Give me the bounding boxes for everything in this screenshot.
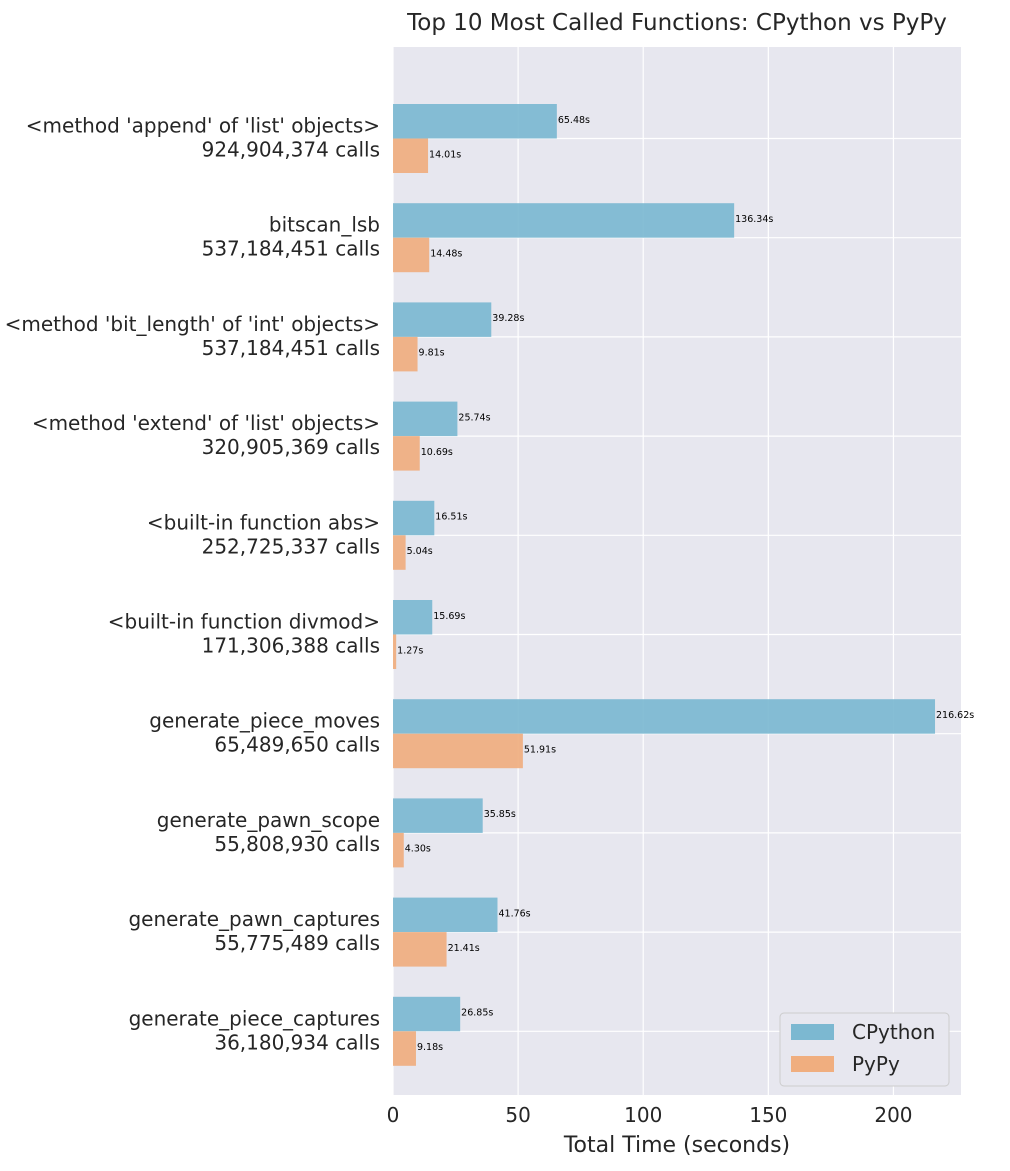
y-tick-label: generate_pawn_captures xyxy=(128,907,380,931)
y-tick-label: <built-in function abs> xyxy=(147,510,380,534)
y-tick-calls-label: 320,905,369 calls xyxy=(202,435,380,459)
cpython-bar xyxy=(393,401,458,437)
cpython-value-label: 16.51s xyxy=(435,512,467,523)
x-tick-label: 200 xyxy=(874,1103,912,1127)
y-tick-label: <method 'extend' of 'list' objects> xyxy=(32,411,380,435)
x-tick-label: 150 xyxy=(749,1103,787,1127)
cpython-value-label: 41.76s xyxy=(498,908,530,919)
cpython-bar xyxy=(393,897,498,933)
cpython-value-label: 15.69s xyxy=(433,611,465,622)
legend-label: CPython xyxy=(852,1020,935,1044)
y-tick-calls-label: 537,184,451 calls xyxy=(202,336,380,360)
pypy-bar xyxy=(393,733,523,769)
pypy-value-label: 4.30s xyxy=(405,844,431,855)
x-tick-labels: 0 50 100 150 200 xyxy=(387,1103,913,1127)
y-tick-calls-label: 55,775,489 calls xyxy=(214,931,380,955)
pypy-value-label: 10.69s xyxy=(421,447,453,458)
cpython-value-label: 26.85s xyxy=(461,1008,493,1019)
pypy-bar xyxy=(393,634,397,669)
pypy-bar xyxy=(393,832,404,868)
cpython-bar xyxy=(393,996,461,1032)
pypy-bar xyxy=(393,237,430,273)
y-tick-label: generate_pawn_scope xyxy=(157,808,380,832)
legend-label: PyPy xyxy=(852,1052,900,1076)
pypy-value-label: 5.04s xyxy=(407,546,433,557)
cpython-bar xyxy=(393,500,435,536)
cpython-value-label: 216.62s xyxy=(936,710,974,721)
chart-title: Top 10 Most Called Functions: CPython vs… xyxy=(406,10,947,36)
y-tick-calls-label: 36,180,934 calls xyxy=(214,1030,380,1054)
x-tick-label: 50 xyxy=(505,1103,530,1127)
cpython-value-label: 136.34s xyxy=(735,214,773,225)
y-tick-label: bitscan_lsb xyxy=(269,213,380,237)
legend-swatch xyxy=(791,1056,834,1072)
x-axis-label: Total Time (seconds) xyxy=(563,1133,790,1158)
y-tick-calls-label: 55,808,930 calls xyxy=(214,832,380,856)
y-tick-calls-label: 537,184,451 calls xyxy=(202,237,380,261)
pypy-value-label: 1.27s xyxy=(397,645,423,656)
legend-swatch xyxy=(791,1024,834,1040)
pypy-bar xyxy=(393,1031,416,1066)
pypy-value-label: 51.91s xyxy=(524,744,556,755)
legend: CPython PyPy xyxy=(779,1012,950,1087)
cpython-bar xyxy=(393,104,557,139)
y-tick-calls-label: 65,489,650 calls xyxy=(214,733,380,757)
cpython-value-label: 65.48s xyxy=(558,115,590,126)
y-tick-labels: <method 'append' of 'list' objects>924,9… xyxy=(5,114,380,1055)
y-tick-label: <method 'append' of 'list' objects> xyxy=(26,114,380,138)
pypy-value-label: 21.41s xyxy=(448,943,480,954)
y-tick-calls-label: 252,725,337 calls xyxy=(202,534,380,558)
y-tick-calls-label: 171,306,388 calls xyxy=(202,634,380,658)
y-tick-label: <method 'bit_length' of 'int' objects> xyxy=(5,312,380,336)
y-tick-label: generate_piece_captures xyxy=(129,1006,380,1030)
pypy-bar xyxy=(393,138,429,173)
pypy-bar xyxy=(393,336,418,372)
cpython-bar xyxy=(393,798,483,833)
bars xyxy=(393,104,936,1066)
pypy-value-label: 14.48s xyxy=(430,248,462,259)
pypy-bar xyxy=(393,535,406,570)
x-tick-label: 0 xyxy=(387,1103,400,1127)
pypy-value-label: 9.18s xyxy=(417,1042,443,1053)
cpython-value-label: 35.85s xyxy=(484,809,516,820)
y-tick-calls-label: 924,904,374 calls xyxy=(202,138,380,162)
x-tick-label: 100 xyxy=(624,1103,662,1127)
y-tick-label: <built-in function divmod> xyxy=(108,610,380,634)
cpython-value-label: 25.74s xyxy=(458,412,490,423)
pypy-value-label: 9.81s xyxy=(419,348,445,359)
pypy-bar xyxy=(393,436,420,471)
cpython-bar xyxy=(393,203,735,238)
pypy-bar xyxy=(393,932,447,967)
cpython-bar xyxy=(393,600,433,635)
cpython-bar xyxy=(393,699,936,734)
y-tick-label: generate_piece_moves xyxy=(149,709,380,733)
cpython-bar xyxy=(393,302,492,337)
data-labels: 65.48s 14.01s 136.34s 14.48s 39.28s 9.81s 25.7… xyxy=(397,115,974,1053)
pypy-value-label: 14.01s xyxy=(429,149,461,160)
cpython-value-label: 39.28s xyxy=(492,313,524,324)
